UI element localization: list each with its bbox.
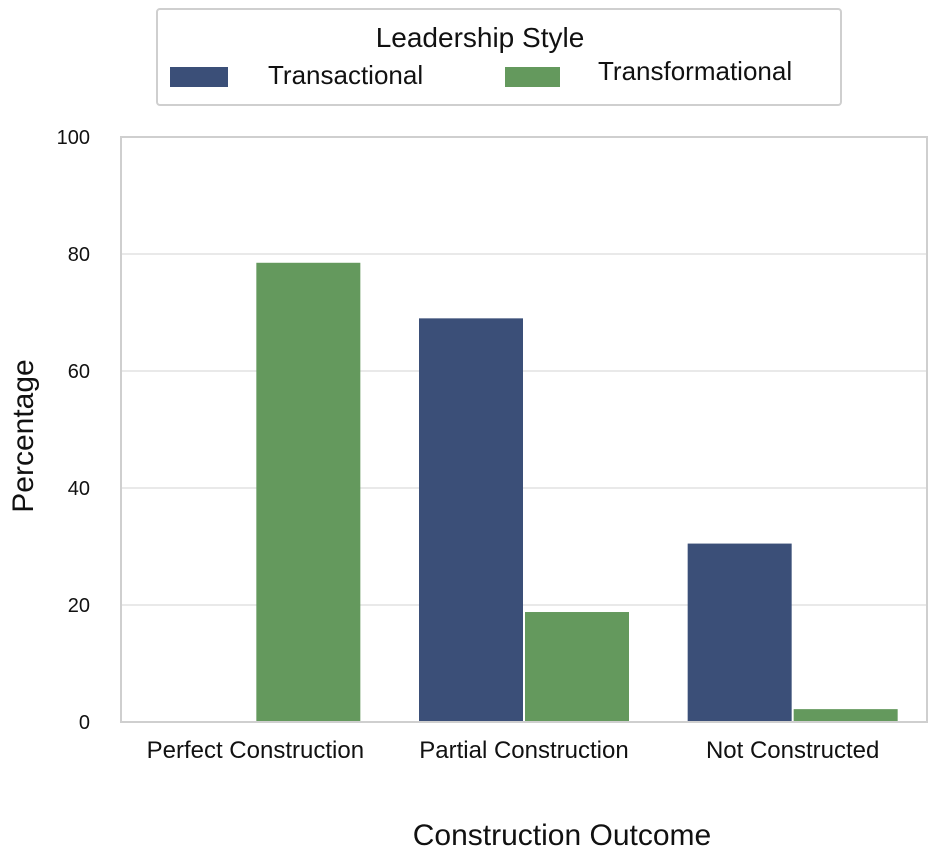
legend-label-transformational: Transformational [598,56,792,86]
x-tick-label: Not Constructed [706,737,879,764]
bar-transformational-not-constructed [793,709,898,722]
y-axis-label: Percentage [7,359,40,512]
legend-label-transactional: Transactional [268,60,423,90]
x-axis-label: Construction Outcome [413,819,711,850]
bars [256,262,898,722]
y-tick-label: 0 [79,712,90,734]
x-tick-label: Perfect Construction [147,737,364,764]
plot-frame [120,136,928,723]
legend: Leadership Style Transactional Transform… [156,8,842,106]
bar-transformational-partial-construction [525,612,629,722]
bar-transformational-perfect-construction [256,262,361,722]
y-tick-label: 80 [68,244,90,266]
legend-title: Leadership Style [376,22,585,53]
legend-swatch-transformational [505,67,560,87]
legend-swatch-transactional [170,67,228,87]
y-tick-label: 100 [57,127,90,149]
x-tick-labels: Perfect Construction Partial Construction… [147,737,880,764]
y-tick-label: 20 [68,595,90,617]
bar-transactional-not-constructed [687,543,792,722]
bar-transactional-partial-construction [419,318,523,722]
gridlines [121,253,927,606]
y-tick-labels: 0 20 40 60 80 100 [57,127,90,734]
x-tick-label: Partial Construction [419,737,628,764]
legend-box [156,8,842,106]
y-tick-label: 40 [68,478,90,500]
y-tick-label: 60 [68,361,90,383]
